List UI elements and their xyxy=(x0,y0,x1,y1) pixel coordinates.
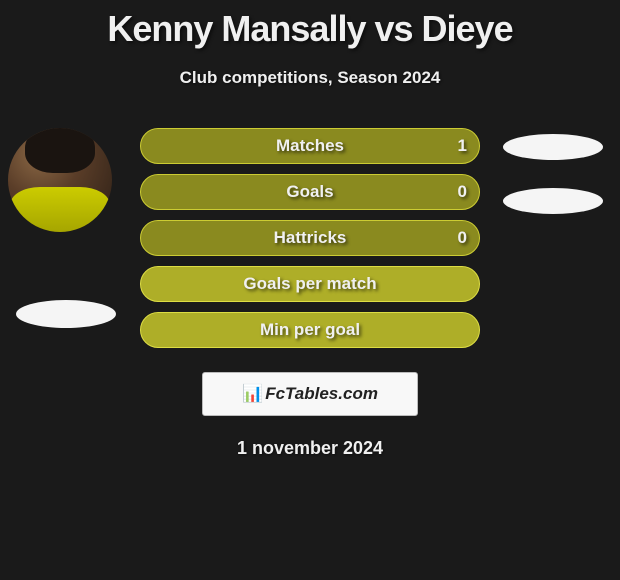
stat-bar-min-per-goal: Min per goal xyxy=(140,312,480,348)
stats-content: Matches 1 Goals 0 Hattricks 0 Goals per … xyxy=(0,128,620,358)
stat-bar-hattricks: Hattricks 0 xyxy=(140,220,480,256)
stat-bar-goals-per-match: Goals per match xyxy=(140,266,480,302)
stat-label: Goals xyxy=(141,182,479,202)
stat-bar-matches: Matches 1 xyxy=(140,128,480,164)
stat-value: 0 xyxy=(458,228,467,248)
left-column xyxy=(0,128,140,328)
watermark: 📊 FcTables.com xyxy=(202,372,418,416)
stat-label: Hattricks xyxy=(141,228,479,248)
stat-value: 1 xyxy=(458,136,467,156)
chart-icon: 📊 xyxy=(242,384,263,404)
watermark-text: FcTables.com xyxy=(265,384,378,404)
stat-label: Min per goal xyxy=(141,320,479,340)
subtitle: Club competitions, Season 2024 xyxy=(0,68,620,88)
page-title: Kenny Mansally vs Dieye xyxy=(0,0,620,50)
left-placeholder-pill xyxy=(16,300,116,328)
date-label: 1 november 2024 xyxy=(0,438,620,459)
stat-label: Goals per match xyxy=(141,274,479,294)
stat-bar-goals: Goals 0 xyxy=(140,174,480,210)
right-placeholder-pill-2 xyxy=(503,188,603,214)
player-avatar xyxy=(8,128,112,232)
stat-label: Matches xyxy=(141,136,479,156)
stats-bars: Matches 1 Goals 0 Hattricks 0 Goals per … xyxy=(140,128,480,358)
stat-value: 0 xyxy=(458,182,467,202)
right-placeholder-pill-1 xyxy=(503,134,603,160)
right-column xyxy=(480,128,620,214)
